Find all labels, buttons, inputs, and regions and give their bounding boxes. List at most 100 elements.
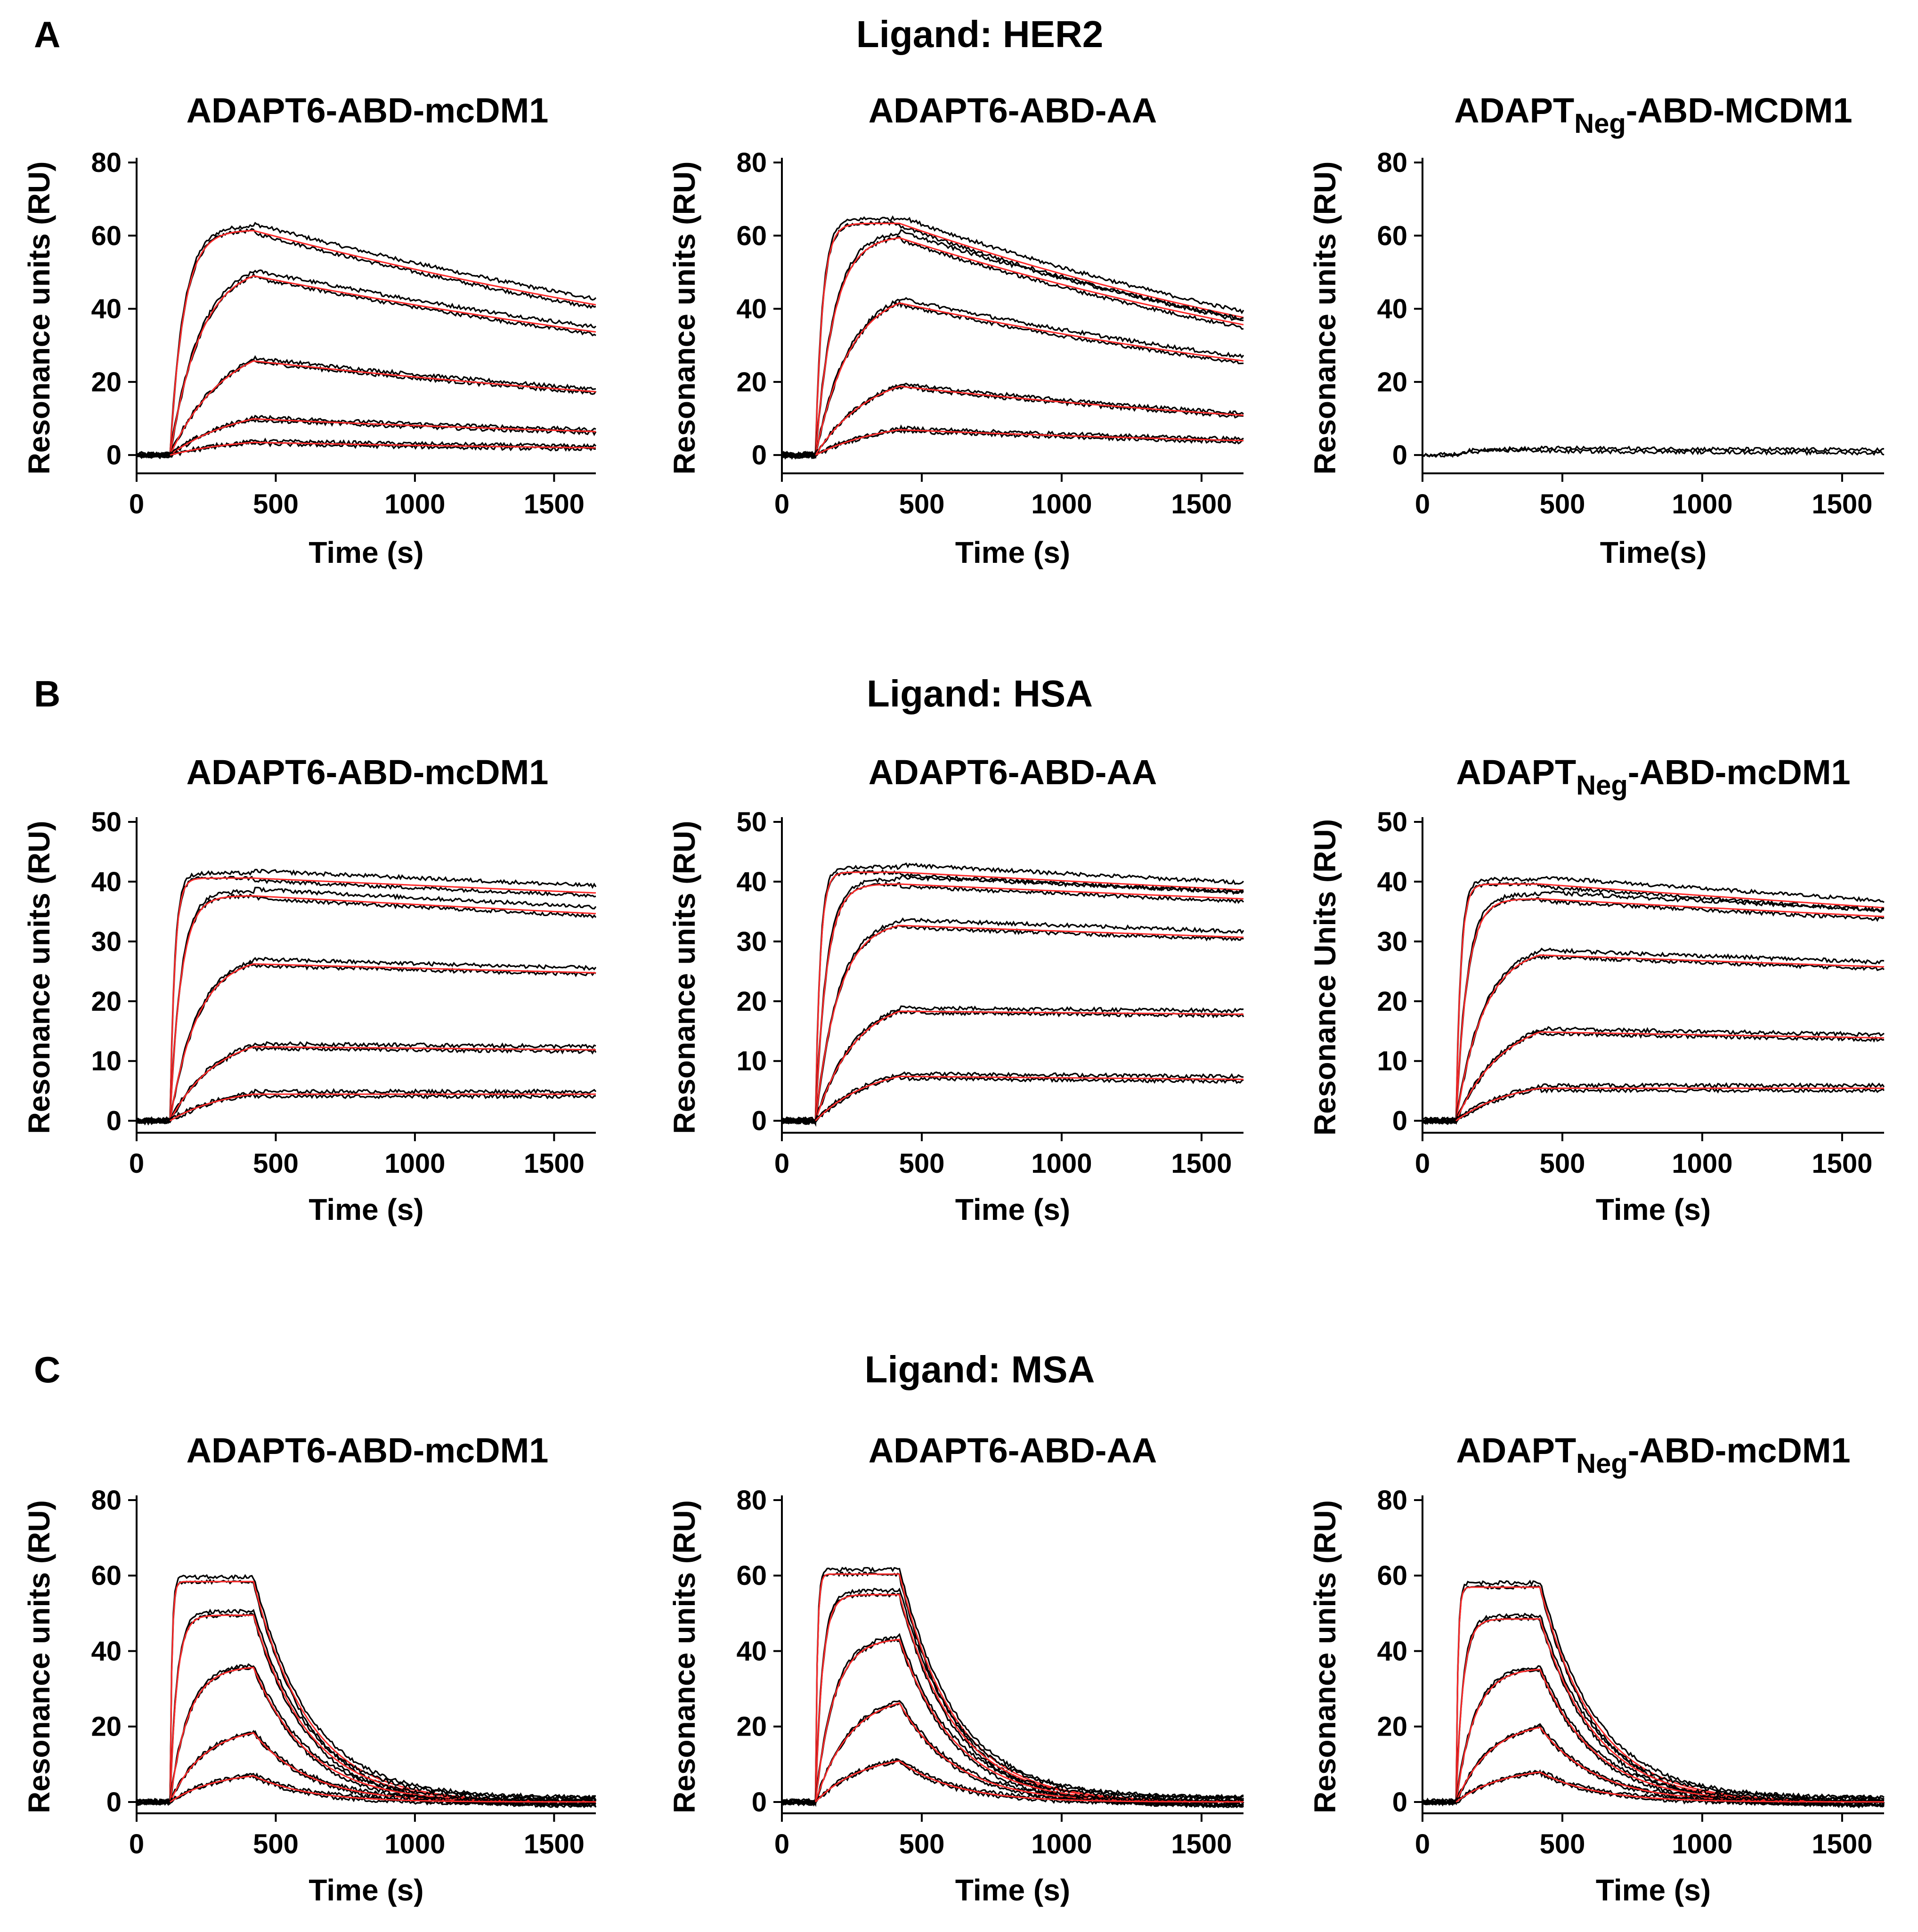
y-tick-label: 40 (1377, 867, 1407, 897)
section-title-her2: Ligand: HER2 (856, 13, 1103, 55)
sensorgram-trace (781, 235, 1244, 459)
chart-A1: ADAPT6-ABD-mcDM1 0 20 40 60 80 0 500 1000 1500 Tim… (22, 91, 597, 569)
fit-curve (1455, 883, 1885, 1121)
y-axis-label: Resonance units (RU) (667, 821, 701, 1134)
plot-title: ADAPT6-ABD-AA (869, 91, 1157, 130)
sensorgram-trace (1422, 1724, 1885, 1806)
sensorgram-trace (1422, 876, 1885, 1122)
fit-curve (1455, 1031, 1885, 1121)
fit-curve (815, 385, 1244, 455)
chart-C3: ADAPTNeg-ABD-mcDM1 0 20 40 60 80 0 500 1000 1500 T… (1308, 1431, 1885, 1907)
y-tick-label: 80 (736, 1485, 767, 1516)
sensorgram-trace (1422, 1612, 1885, 1804)
y-tick-label: 20 (91, 1712, 122, 1742)
fit-curve (169, 230, 596, 455)
x-axis-label: Time (s) (309, 1873, 423, 1907)
sensorgram-trace (1422, 445, 1885, 458)
y-tick-label: 20 (736, 1712, 767, 1742)
x-axis-label: Time (s) (955, 1873, 1070, 1907)
x-tick-label: 1000 (384, 1829, 445, 1859)
x-tick-label: 1000 (384, 1148, 445, 1179)
x-tick-label: 500 (1540, 489, 1585, 520)
x-tick-label: 1500 (1812, 1148, 1872, 1179)
sensorgram-trace (781, 385, 1244, 459)
sensorgram-trace (781, 1005, 1244, 1123)
fit-curve (815, 1075, 1244, 1121)
sensorgram-trace (136, 269, 597, 457)
sensorgram-trace (136, 1574, 596, 1804)
y-tick-label: 30 (91, 926, 122, 957)
x-tick-label: 500 (253, 1148, 299, 1179)
fit-curve (1455, 1771, 1884, 1803)
y-tick-label: 0 (1392, 440, 1407, 471)
fit-curve (1455, 1088, 1884, 1121)
sensorgram-trace (136, 1046, 597, 1125)
sensorgram-trace (1422, 1082, 1885, 1123)
panel-letter-b: B (34, 673, 60, 714)
fit-curve (815, 1760, 1243, 1803)
y-axis-label: Resonance units (RU) (667, 1500, 701, 1813)
y-tick-label: 60 (1377, 220, 1407, 251)
x-tick-label: 0 (774, 489, 789, 520)
sensorgram-trace (781, 862, 1244, 1122)
x-tick-label: 1500 (1812, 489, 1872, 520)
sensorgram-trace (1422, 447, 1885, 458)
x-tick-label: 500 (899, 489, 945, 520)
x-tick-label: 1000 (1672, 1148, 1732, 1179)
y-tick-label: 30 (1377, 926, 1407, 957)
sensorgram-trace (136, 1608, 596, 1804)
x-tick-label: 0 (129, 1148, 144, 1179)
y-tick-label: 20 (91, 986, 122, 1017)
y-tick-label: 60 (91, 1560, 122, 1591)
fit-curve (814, 1702, 1243, 1802)
y-tick-label: 0 (752, 1106, 767, 1136)
sensorgram-trace (781, 917, 1244, 1123)
x-tick-label: 1000 (1672, 1829, 1732, 1859)
sensorgram-trace (781, 869, 1244, 1127)
plot-title: ADAPT6-ABD-mcDM1 (187, 1431, 549, 1470)
x-tick-label: 1500 (1812, 1829, 1872, 1859)
y-tick-label: 20 (91, 367, 122, 398)
x-tick-label: 500 (253, 489, 299, 520)
y-tick-label: 40 (736, 1636, 767, 1666)
y-tick-label: 0 (106, 1787, 122, 1818)
y-tick-label: 40 (736, 294, 767, 325)
sensorgram-trace (781, 424, 1244, 457)
y-tick-label: 40 (1377, 294, 1407, 325)
fit-curve (169, 360, 596, 455)
fit-curve (170, 1775, 596, 1803)
y-axis-label: Resonance Units (RU) (1308, 819, 1342, 1136)
sensorgram-trace (1422, 890, 1885, 1122)
y-tick-label: 60 (736, 220, 767, 251)
y-tick-label: 40 (91, 294, 122, 325)
sensorgram-trace (1422, 1668, 1885, 1807)
y-tick-label: 40 (1377, 1636, 1407, 1666)
y-axis-label: Resonance units (RU) (667, 162, 701, 475)
y-tick-label: 0 (106, 1106, 122, 1136)
sensorgram-trace (136, 957, 597, 1122)
y-tick-label: 10 (1377, 1046, 1407, 1077)
panel-letter-c: C (34, 1349, 60, 1390)
x-tick-label: 1500 (524, 1829, 585, 1859)
x-tick-label: 1000 (1031, 1829, 1092, 1859)
y-tick-label: 80 (1377, 1485, 1407, 1516)
sensorgram-trace (1422, 1086, 1885, 1125)
y-tick-label: 40 (736, 867, 767, 897)
fit-curve (1455, 954, 1885, 1121)
sensorgram-trace (781, 229, 1244, 457)
x-tick-label: 1500 (524, 1148, 585, 1179)
x-axis-label: Time (s) (955, 1193, 1070, 1226)
fit-curve (815, 429, 1244, 456)
x-tick-label: 0 (1415, 489, 1430, 520)
sensorgram-trace (136, 359, 597, 459)
y-tick-label: 20 (736, 986, 767, 1017)
sensorgram-trace (781, 215, 1244, 457)
x-tick-label: 0 (1415, 1148, 1430, 1179)
sensorgram-trace (781, 874, 1244, 1122)
x-tick-label: 500 (253, 1829, 299, 1859)
fit-curve (1455, 1668, 1885, 1802)
fit-curve (814, 1594, 1243, 1802)
x-tick-label: 1000 (1672, 489, 1732, 520)
y-tick-label: 20 (1377, 986, 1407, 1017)
